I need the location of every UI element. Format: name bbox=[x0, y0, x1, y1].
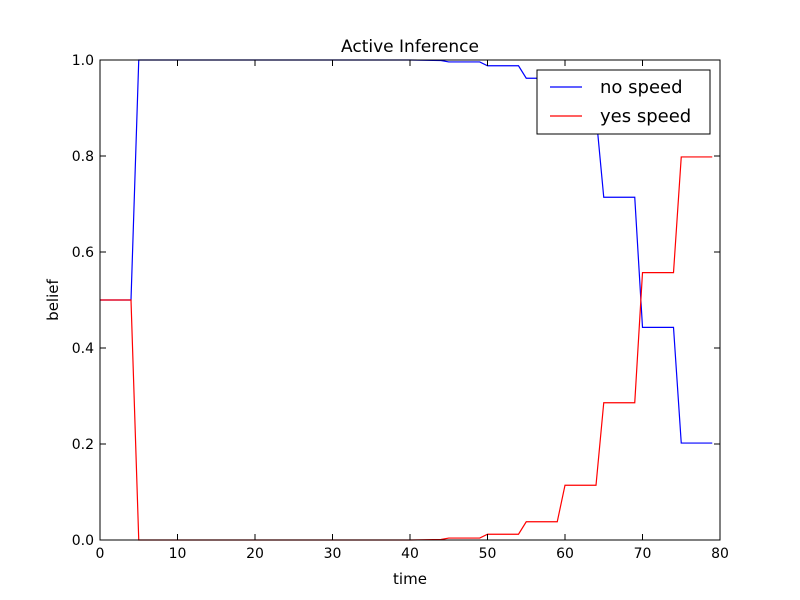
y-axis-label: belief bbox=[44, 278, 62, 320]
x-tick-label: 70 bbox=[634, 546, 652, 562]
axis-ticks: 0 10 20 30 40 50 60 70 80 0.0 0.2 0.4 0.6 0.8 1.0 bbox=[72, 53, 729, 562]
x-tick-label: 60 bbox=[556, 546, 574, 562]
x-axis-label: time bbox=[393, 570, 427, 588]
x-tick-label: 0 bbox=[96, 546, 105, 562]
y-tick-label: 0.4 bbox=[72, 341, 94, 357]
y-tick-label: 0.0 bbox=[72, 533, 94, 549]
x-tick-label: 80 bbox=[711, 546, 729, 562]
chart-title: Active Inference bbox=[341, 37, 479, 57]
legend-box bbox=[536, 69, 711, 135]
y-tick-label: 0.6 bbox=[72, 245, 94, 261]
x-tick-label: 10 bbox=[169, 546, 187, 562]
x-tick-label: 30 bbox=[324, 546, 342, 562]
legend-label: no speed bbox=[600, 77, 683, 98]
x-tick-label: 50 bbox=[479, 546, 497, 562]
y-tick-label: 1.0 bbox=[72, 53, 94, 69]
y-tick-label: 0.2 bbox=[72, 437, 94, 453]
y-tick-label: 0.8 bbox=[72, 149, 94, 165]
legend-label: yes speed bbox=[600, 106, 691, 127]
x-tick-label: 20 bbox=[246, 546, 264, 562]
x-tick-label: 40 bbox=[401, 546, 419, 562]
legend: no speed yes speed bbox=[536, 69, 711, 135]
